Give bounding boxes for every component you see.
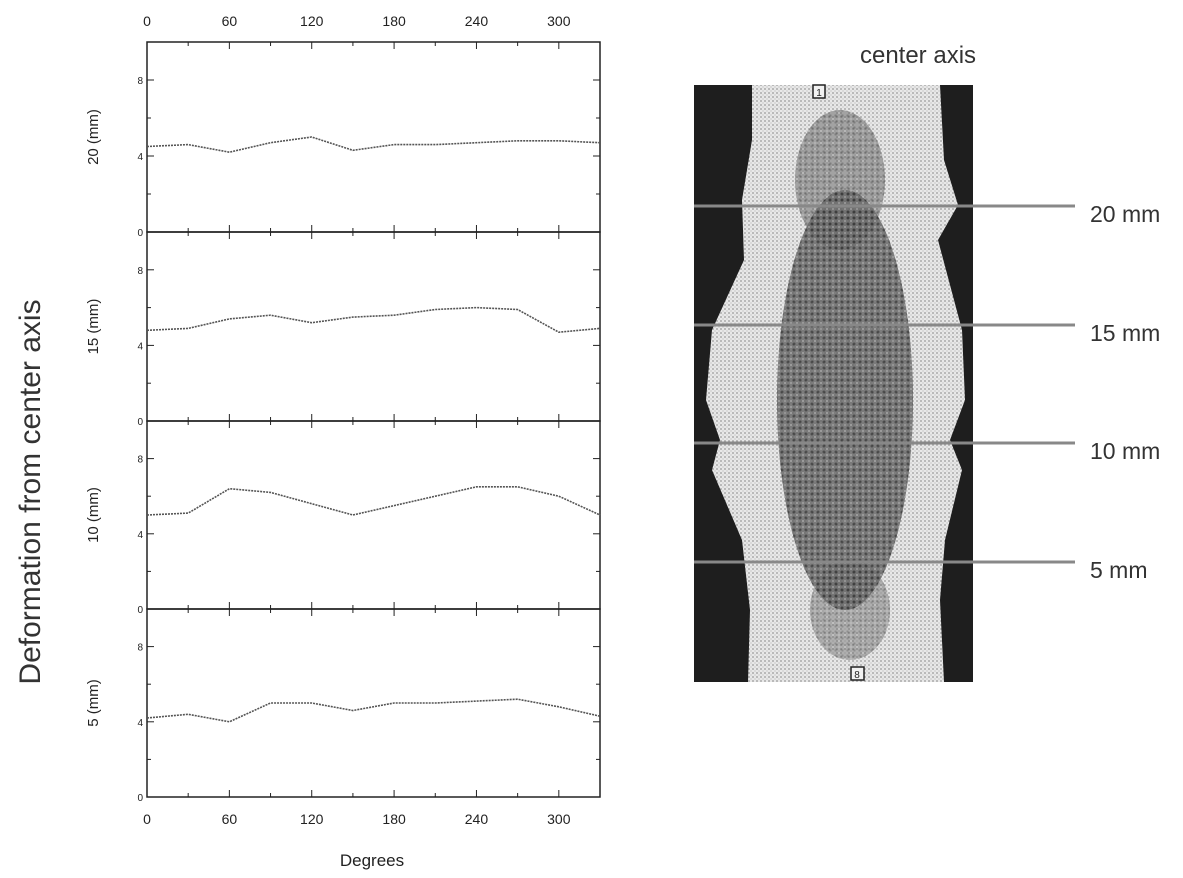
panel-ylabel-1: 15 (mm) <box>85 299 102 355</box>
x-tick-label-top: 240 <box>465 13 489 29</box>
x-tick-label-top: 300 <box>547 13 571 29</box>
photo-bottom-mark: 8 <box>854 670 860 681</box>
section-markers: 20 mm 15 mm 10 mm 5 mm <box>694 201 1160 583</box>
y-tick-label-3: 0 <box>137 793 143 804</box>
panel-ylabel-2: 10 (mm) <box>85 487 102 543</box>
x-tick-label-top: 180 <box>382 13 406 29</box>
y-tick-label-1: 8 <box>137 266 143 277</box>
panel-frame-2 <box>146 420 601 610</box>
section-label-5mm: 5 mm <box>1090 557 1148 583</box>
y-tick-label-0: 0 <box>137 228 143 239</box>
x-tick-label-bottom: 240 <box>465 811 489 827</box>
section-label-20mm: 20 mm <box>1090 201 1160 227</box>
y-tick-label-0: 8 <box>137 76 143 87</box>
y-tick-label-0: 4 <box>137 152 143 163</box>
section-label-15mm: 15 mm <box>1090 320 1160 346</box>
series-line-1 <box>146 306 601 334</box>
panel-frame-1 <box>146 231 601 422</box>
x-tick-label-bottom: 120 <box>300 811 324 827</box>
panel-ylabel-3: 5 (mm) <box>85 679 102 727</box>
x-tick-label-top: 60 <box>222 13 238 29</box>
x-tick-label-bottom: 180 <box>382 811 406 827</box>
series-line-0 <box>146 136 601 154</box>
y-tick-label-1: 4 <box>137 341 143 352</box>
x-tick-label-bottom: 0 <box>143 811 151 827</box>
y-tick-label-2: 0 <box>137 605 143 616</box>
y-tick-label-2: 4 <box>137 530 143 541</box>
x-tick-label-bottom: 60 <box>222 811 238 827</box>
panel-frame-3 <box>146 608 601 798</box>
y-tick-label-1: 0 <box>137 417 143 428</box>
section-label-10mm: 10 mm <box>1090 438 1160 464</box>
specimen-photo: center axis 1 8 <box>694 42 976 682</box>
x-tick-label-top: 0 <box>143 13 151 29</box>
y-tick-label-3: 8 <box>137 643 143 654</box>
x-tick-label-bottom: 300 <box>547 811 571 827</box>
y-tick-label-2: 8 <box>137 455 143 466</box>
series-line-3 <box>146 698 601 723</box>
panel-ylabel-0: 20 (mm) <box>85 109 102 165</box>
series-line-2 <box>146 485 601 516</box>
chart-panels: 0 4 8 20 (mm) 0 4 8 15 (mm) 0 4 8 10 (mm) 0 4 8 5 (mm) 0… <box>85 13 601 827</box>
photo-top-mark: 1 <box>816 88 822 99</box>
specimen-dark-core <box>777 190 913 610</box>
y-tick-label-3: 4 <box>137 718 143 729</box>
x-tick-label-top: 120 <box>300 13 324 29</box>
chart-ylabel: Deformation from center axis <box>14 299 47 684</box>
panel-frame-0 <box>146 41 601 233</box>
photo-title: center axis <box>860 42 976 69</box>
chart-xlabel: Degrees <box>340 851 404 870</box>
